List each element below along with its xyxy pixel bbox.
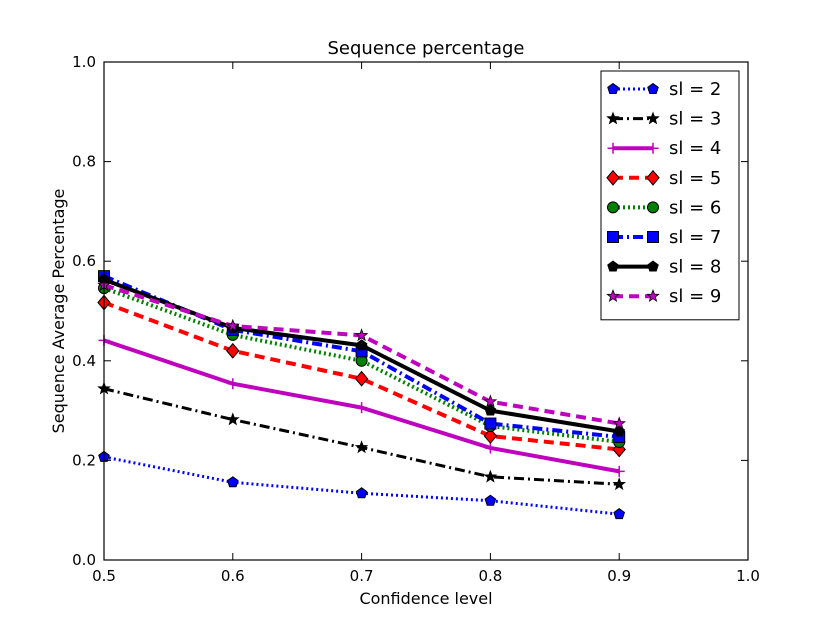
legend-label: sl = 9 <box>669 286 721 307</box>
legend-marker <box>647 201 659 214</box>
legend-marker <box>646 289 660 302</box>
legend-marker <box>647 142 659 154</box>
series-1 <box>98 450 626 520</box>
series-4 <box>97 294 626 458</box>
y-tick-label: 0.6 <box>72 252 96 270</box>
data-point <box>484 494 497 506</box>
data-point <box>612 477 626 491</box>
data-point <box>355 339 368 351</box>
legend-label: sl = 5 <box>669 168 721 189</box>
data-point <box>483 469 498 483</box>
y-axis-label: Sequence Average Percentage <box>49 189 68 434</box>
x-tick-label: 0.7 <box>350 567 374 585</box>
plot-frame <box>103 61 749 561</box>
data-point <box>226 342 240 359</box>
data-point <box>612 416 626 430</box>
x-axis-label: Confidence level <box>359 589 492 608</box>
legend-box <box>600 70 740 321</box>
legend-entry: sl = 5 <box>606 168 721 189</box>
series-6 <box>98 270 626 443</box>
legend-marker <box>647 82 659 94</box>
x-tick-label: 0.9 <box>607 567 631 585</box>
legend-label: sl = 7 <box>669 227 721 248</box>
y-tick-label: 0.4 <box>72 352 96 370</box>
data-point <box>354 370 369 387</box>
data-point <box>483 428 498 444</box>
legend-label: sl = 6 <box>669 197 721 218</box>
data-point <box>484 417 497 430</box>
legend-label: sl = 4 <box>669 138 721 159</box>
legend-entry: sl = 4 <box>607 138 721 159</box>
data-point <box>613 465 625 477</box>
legend-entry: sl = 7 <box>607 227 721 248</box>
y-tick-label: 0.2 <box>72 451 96 469</box>
legend-entry: sl = 6 <box>607 197 721 218</box>
y-tick-label: 1.0 <box>72 53 96 71</box>
x-tick-label: 0.6 <box>221 567 245 585</box>
legend-label: sl = 2 <box>669 79 721 100</box>
data-point <box>613 508 626 520</box>
legend-marker <box>647 231 659 243</box>
data-point <box>227 378 239 390</box>
chart-title: Sequence percentage <box>328 38 525 59</box>
series-line <box>103 286 620 444</box>
legend-marker <box>646 111 660 125</box>
series-line <box>103 455 620 516</box>
data-point <box>226 318 240 332</box>
data-point <box>354 440 369 454</box>
legend-entry: sl = 8 <box>607 257 721 278</box>
data-point <box>484 404 497 416</box>
legend-entry: sl = 2 <box>607 79 721 100</box>
legend-marker <box>647 260 659 272</box>
series-line <box>103 300 620 452</box>
data-point <box>226 476 239 488</box>
data-point <box>226 412 240 426</box>
series-line <box>103 274 620 439</box>
data-point <box>356 402 368 414</box>
data-point <box>354 328 369 342</box>
legend-label: sl = 8 <box>669 257 721 278</box>
legend-marker <box>606 169 620 186</box>
data-point <box>355 487 368 499</box>
legend-marker <box>607 231 619 243</box>
legend-label: sl = 3 <box>669 109 721 130</box>
y-tick-label: 0.0 <box>72 551 96 569</box>
legend-marker <box>646 169 660 186</box>
legend-marker <box>607 260 619 272</box>
legend-entry: sl = 9 <box>606 286 721 307</box>
legend-marker <box>607 82 619 94</box>
data-point <box>484 442 496 454</box>
data-point <box>483 394 498 408</box>
x-tick-label: 1.0 <box>736 567 760 585</box>
x-tick-label: 0.5 <box>92 567 116 585</box>
x-tick-label: 0.8 <box>478 567 502 585</box>
y-tick-label: 0.8 <box>72 153 96 171</box>
legend-marker <box>607 142 619 154</box>
legend-marker <box>606 111 620 125</box>
legend-marker <box>606 289 620 302</box>
legend: sl = 2 sl = 3 sl = 4 sl = 5 sl = 6 sl = 7 sl =… <box>600 70 740 321</box>
series-2 <box>97 381 626 491</box>
legend-entry: sl = 3 <box>606 109 721 130</box>
data-point <box>613 425 626 437</box>
series-3 <box>98 334 625 477</box>
legend-marker <box>607 201 619 214</box>
